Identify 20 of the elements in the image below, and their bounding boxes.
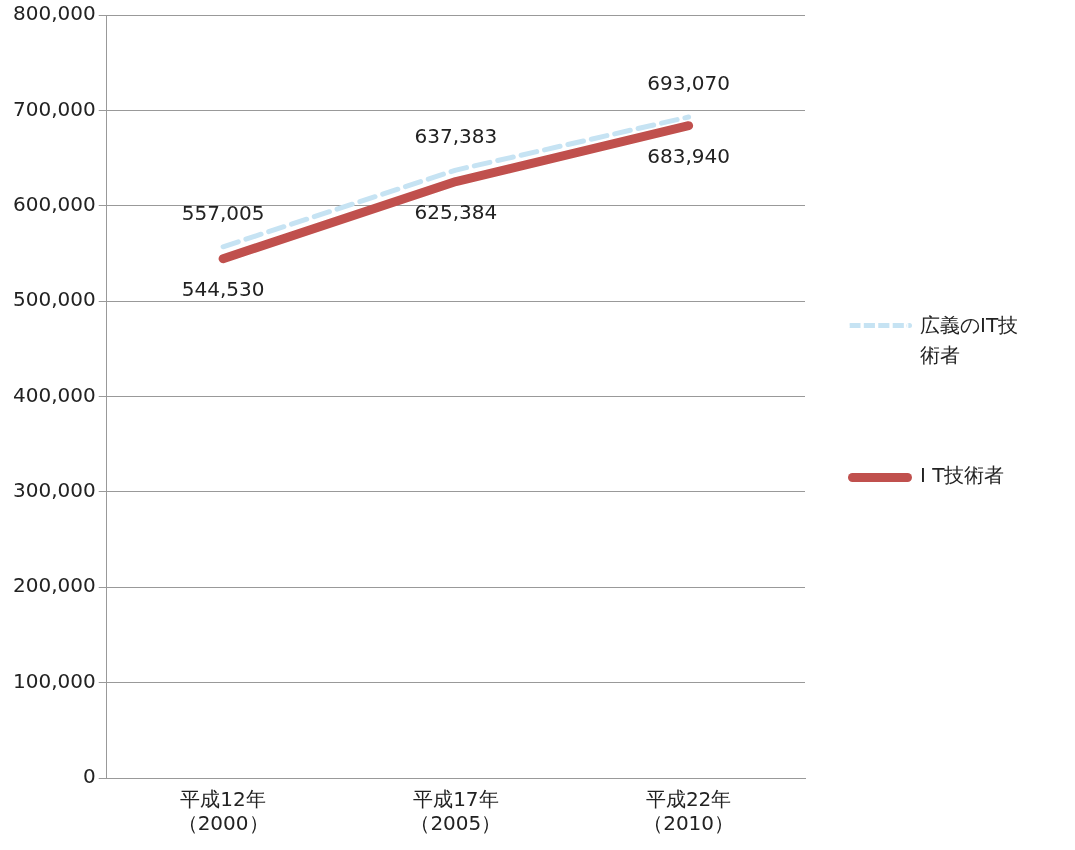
y-tick-label: 300,000 bbox=[12, 478, 96, 503]
y-tick-label: 700,000 bbox=[12, 96, 96, 121]
data-label: 637,383 bbox=[414, 124, 498, 149]
y-tick-label: 0 bbox=[82, 764, 96, 789]
y-tick-label: 600,000 bbox=[12, 191, 96, 216]
data-label: 625,384 bbox=[414, 199, 498, 224]
data-label: 557,005 bbox=[181, 200, 265, 225]
legend-label: 広義のIT技術者 bbox=[920, 312, 1020, 369]
x-tick-label: 平成12年（2000） bbox=[177, 787, 269, 836]
data-label: 683,940 bbox=[647, 143, 730, 168]
x-tick-label: 平成17年（2005） bbox=[410, 787, 502, 836]
y-tick-label: 200,000 bbox=[12, 573, 96, 598]
y-tick-label: 500,000 bbox=[12, 287, 96, 312]
y-tick-label: 100,000 bbox=[12, 668, 96, 693]
legend-label: I T技術者 bbox=[920, 462, 1006, 489]
data-label: 544,530 bbox=[181, 276, 265, 301]
data-label: 693,070 bbox=[647, 71, 730, 96]
x-tick-label: 平成22年（2010） bbox=[643, 787, 735, 836]
y-tick-label: 800,000 bbox=[12, 1, 96, 26]
y-tick-label: 400,000 bbox=[12, 382, 96, 407]
